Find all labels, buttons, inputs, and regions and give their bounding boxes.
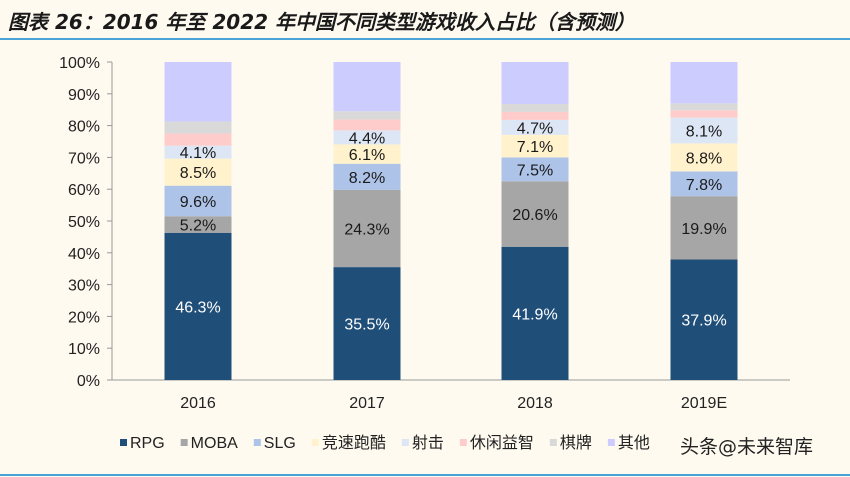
bar-segment bbox=[670, 103, 738, 111]
data-label: 8.5% bbox=[180, 165, 216, 182]
x-tick-label: 2019E bbox=[681, 395, 727, 412]
bar-segment bbox=[333, 267, 401, 380]
bar-segment bbox=[333, 111, 401, 120]
legend-label: 竞速跑酷 bbox=[322, 434, 386, 452]
bar-segment bbox=[164, 232, 232, 380]
data-label: 4.4% bbox=[349, 130, 385, 147]
legend-label: MOBA bbox=[191, 435, 238, 452]
bar-segment bbox=[164, 62, 232, 122]
bar-segment bbox=[501, 119, 569, 135]
data-label: 4.7% bbox=[517, 120, 553, 137]
bar-segment bbox=[670, 143, 738, 172]
x-tick-label: 2017 bbox=[349, 395, 385, 412]
data-label: 7.5% bbox=[517, 162, 553, 179]
data-label: 8.2% bbox=[349, 170, 385, 187]
data-label: 5.2% bbox=[180, 217, 216, 234]
data-label: 7.1% bbox=[517, 139, 553, 156]
data-label: 20.6% bbox=[512, 207, 557, 224]
data-label: 9.6% bbox=[180, 194, 216, 211]
legend-label: 棋牌 bbox=[560, 434, 592, 452]
bar-segment bbox=[333, 163, 401, 190]
data-label: 7.8% bbox=[686, 177, 722, 194]
y-tick-label: 70% bbox=[68, 150, 100, 167]
bar-segment bbox=[670, 171, 738, 197]
y-tick-label: 50% bbox=[68, 214, 100, 231]
legend-swatch bbox=[459, 439, 467, 446]
data-label: 37.9% bbox=[681, 313, 726, 330]
data-label: 6.1% bbox=[349, 147, 385, 164]
legend-label: RPG bbox=[130, 435, 165, 452]
bar-segment bbox=[670, 117, 738, 144]
data-label: 4.1% bbox=[180, 145, 216, 162]
bottom-divider bbox=[0, 474, 850, 476]
bar-segment bbox=[501, 246, 569, 380]
bar-segment bbox=[501, 157, 569, 182]
bar-segment bbox=[501, 103, 569, 112]
bar-segment bbox=[501, 181, 569, 247]
legend-label: SLG bbox=[264, 435, 296, 452]
legend-swatch bbox=[180, 439, 188, 446]
y-tick-label: 30% bbox=[68, 278, 100, 295]
y-tick-label: 60% bbox=[68, 182, 100, 199]
bar-segment bbox=[164, 121, 232, 134]
legend-swatch bbox=[253, 439, 261, 446]
y-tick-label: 20% bbox=[68, 309, 100, 326]
legend-label: 其他 bbox=[618, 434, 650, 452]
bar-segment bbox=[164, 145, 232, 159]
data-label: 24.3% bbox=[344, 221, 389, 238]
y-tick-label: 90% bbox=[68, 87, 100, 104]
data-label: 8.1% bbox=[686, 124, 722, 141]
legend-label: 射击 bbox=[412, 434, 444, 452]
bar-segment bbox=[333, 130, 401, 145]
bar-segment bbox=[333, 119, 401, 131]
y-tick-label: 0% bbox=[77, 373, 100, 390]
y-tick-label: 100% bbox=[59, 55, 100, 72]
data-label: 35.5% bbox=[344, 317, 389, 334]
bar-segment bbox=[164, 216, 232, 233]
x-tick-label: 2016 bbox=[180, 395, 216, 412]
bar-segment bbox=[333, 189, 401, 268]
bar-segment bbox=[164, 133, 232, 146]
data-label: 19.9% bbox=[681, 221, 726, 238]
data-label: 46.3% bbox=[175, 299, 220, 316]
legend-swatch bbox=[311, 439, 319, 446]
legend-swatch bbox=[607, 439, 615, 446]
bar-segment bbox=[501, 62, 569, 104]
y-tick-label: 40% bbox=[68, 246, 100, 263]
data-label: 8.8% bbox=[686, 150, 722, 167]
bar-segment bbox=[670, 196, 738, 260]
y-tick-label: 10% bbox=[68, 341, 100, 358]
bar-segment bbox=[333, 62, 401, 112]
x-tick-label: 2018 bbox=[517, 395, 553, 412]
chart-title: 图表 26：2016 年至 2022 年中国不同类型游戏收入占比（含预测） bbox=[8, 10, 636, 34]
bar-segment bbox=[670, 259, 738, 380]
legend-swatch bbox=[401, 439, 409, 446]
bar-segment bbox=[501, 134, 569, 158]
bar-segment bbox=[501, 111, 569, 120]
bar-segment bbox=[164, 185, 232, 217]
bar-segment bbox=[333, 144, 401, 164]
title-divider bbox=[0, 38, 850, 40]
watermark: 头条@未来智库 bbox=[680, 436, 814, 458]
bar-segment bbox=[670, 110, 738, 118]
y-tick-label: 80% bbox=[68, 119, 100, 136]
legend-swatch bbox=[120, 439, 127, 446]
legend-swatch bbox=[549, 439, 557, 446]
data-label: 41.9% bbox=[512, 306, 557, 323]
bar-segment bbox=[164, 158, 232, 186]
bar-segment bbox=[670, 62, 738, 104]
legend-label: 休闲益智 bbox=[470, 434, 534, 452]
